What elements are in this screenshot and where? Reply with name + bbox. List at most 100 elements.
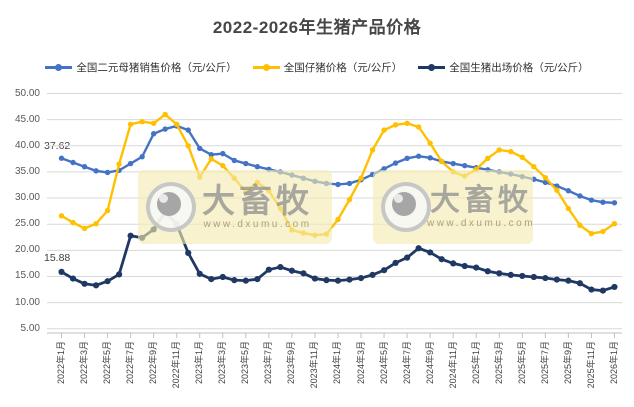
series-marker-0: [93, 168, 99, 174]
series-marker-2: [484, 268, 491, 275]
series-marker-2: [450, 260, 457, 267]
series-marker-2: [323, 277, 330, 284]
chart-title: 2022-2026年生猪产品价格: [212, 18, 422, 37]
series-marker-0: [139, 154, 145, 160]
series-marker-2: [231, 277, 238, 284]
series-marker-2: [219, 273, 226, 281]
watermark-url: www.dxumu.com: [203, 219, 312, 230]
series-marker-2: [300, 270, 307, 277]
legend-item-2: 全国生猪出场价格（元/公斤）: [418, 60, 589, 75]
series-marker-2: [104, 278, 111, 285]
series-marker-1: [415, 124, 422, 130]
series-marker-0: [450, 160, 456, 167]
y-tick-label: 20.00: [14, 244, 40, 256]
series-marker-2: [392, 259, 399, 266]
y-tick-label: 30.00: [14, 192, 40, 204]
series-marker-2: [254, 275, 261, 283]
legend-line-dot-icon: [252, 63, 280, 71]
series-marker-0: [104, 169, 111, 176]
series-marker-2: [611, 283, 618, 291]
series-marker-0: [58, 155, 65, 161]
legend-label: 全国仔猪价格（元/公斤）: [283, 61, 403, 74]
series-marker-0: [254, 163, 261, 170]
series-marker-0: [81, 163, 88, 170]
series-marker-1: [600, 228, 606, 235]
series-marker-1: [554, 187, 560, 193]
legend-item-1: 全国仔猪价格（元/公斤）: [252, 60, 403, 75]
series-marker-2: [461, 262, 468, 270]
series-marker-2: [288, 267, 295, 274]
series-marker-0: [335, 181, 341, 188]
series-marker-2: [507, 271, 514, 279]
series-marker-2: [185, 249, 192, 257]
series-marker-2: [311, 275, 319, 282]
series-marker-1: [127, 121, 134, 128]
series-marker-0: [197, 145, 203, 152]
series-marker-2: [357, 274, 365, 282]
series-marker-2: [427, 249, 434, 256]
series-marker-0: [588, 197, 595, 203]
series-marker-2: [438, 256, 445, 263]
series-marker-2: [277, 263, 284, 271]
series-marker-2: [369, 271, 376, 279]
y-tick-label: 45.00: [14, 113, 40, 125]
series-marker-2: [127, 232, 134, 239]
series-marker-0: [162, 126, 168, 132]
series-marker-1: [427, 140, 433, 146]
series-marker-0: [462, 162, 468, 169]
watermark-left: 大畜牧 www.dxumu.com: [138, 170, 332, 244]
series-marker-1: [81, 225, 88, 232]
series-marker-1: [220, 162, 226, 169]
series-marker-1: [588, 230, 595, 237]
series-marker-1: [139, 119, 145, 125]
series-marker-1: [358, 175, 364, 181]
series-marker-0: [346, 180, 353, 187]
series-marker-1: [70, 219, 76, 226]
series-marker-1: [174, 121, 180, 128]
series-marker-1: [58, 213, 65, 219]
series-marker-1: [104, 207, 111, 214]
series-marker-0: [243, 160, 249, 167]
series-marker-2: [69, 275, 77, 282]
series-marker-2: [496, 270, 503, 277]
watermark-brand: 大畜牧: [202, 182, 313, 219]
series-marker-1: [150, 120, 157, 126]
series-marker-0: [611, 200, 618, 206]
series-marker-0: [427, 155, 433, 161]
data-label-hog-first: 15.88: [44, 252, 71, 264]
y-tick-label: 50.00: [14, 87, 40, 99]
legend-label: 全国二元母猪销售价格（元/公斤）: [76, 61, 237, 74]
series-marker-1: [335, 216, 341, 223]
series-marker-1: [162, 111, 168, 118]
series-marker-2: [415, 245, 422, 252]
eye-logo-icon: [146, 182, 196, 232]
series-marker-0: [150, 131, 157, 137]
y-tick-label: 10.00: [14, 296, 40, 308]
series-marker-2: [404, 254, 411, 261]
eye-logo-icon: [381, 182, 431, 232]
series-marker-1: [185, 143, 191, 149]
y-tick-label: 5.00: [20, 322, 40, 334]
legend-item-0: 全国二元母猪销售价格（元/公斤）: [45, 60, 237, 75]
series-marker-1: [577, 222, 583, 228]
series-marker-1: [392, 122, 399, 128]
series-marker-0: [577, 193, 583, 199]
series-marker-2: [553, 276, 560, 283]
series-marker-0: [542, 179, 549, 186]
series-marker-2: [565, 277, 572, 284]
watermark-brand: 大畜牧: [430, 183, 532, 217]
legend-label: 全国生猪出场价格（元/公斤）: [449, 61, 589, 74]
series-marker-2: [196, 270, 203, 277]
series-marker-2: [519, 272, 526, 280]
series-marker-1: [485, 155, 491, 162]
series-marker-0: [404, 155, 410, 162]
chart-legend: 全国二元母猪销售价格（元/公斤） 全国仔猪价格（元/公斤） 全国生猪出场价格（元/公…: [0, 59, 634, 75]
series-marker-1: [565, 205, 572, 212]
series-marker-1: [369, 147, 376, 153]
legend-line-dot-icon: [45, 63, 73, 71]
y-tick-label: 25.00: [14, 218, 40, 230]
y-tick-label: 15.00: [14, 270, 40, 282]
series-marker-2: [92, 282, 100, 289]
series-marker-0: [208, 151, 214, 158]
